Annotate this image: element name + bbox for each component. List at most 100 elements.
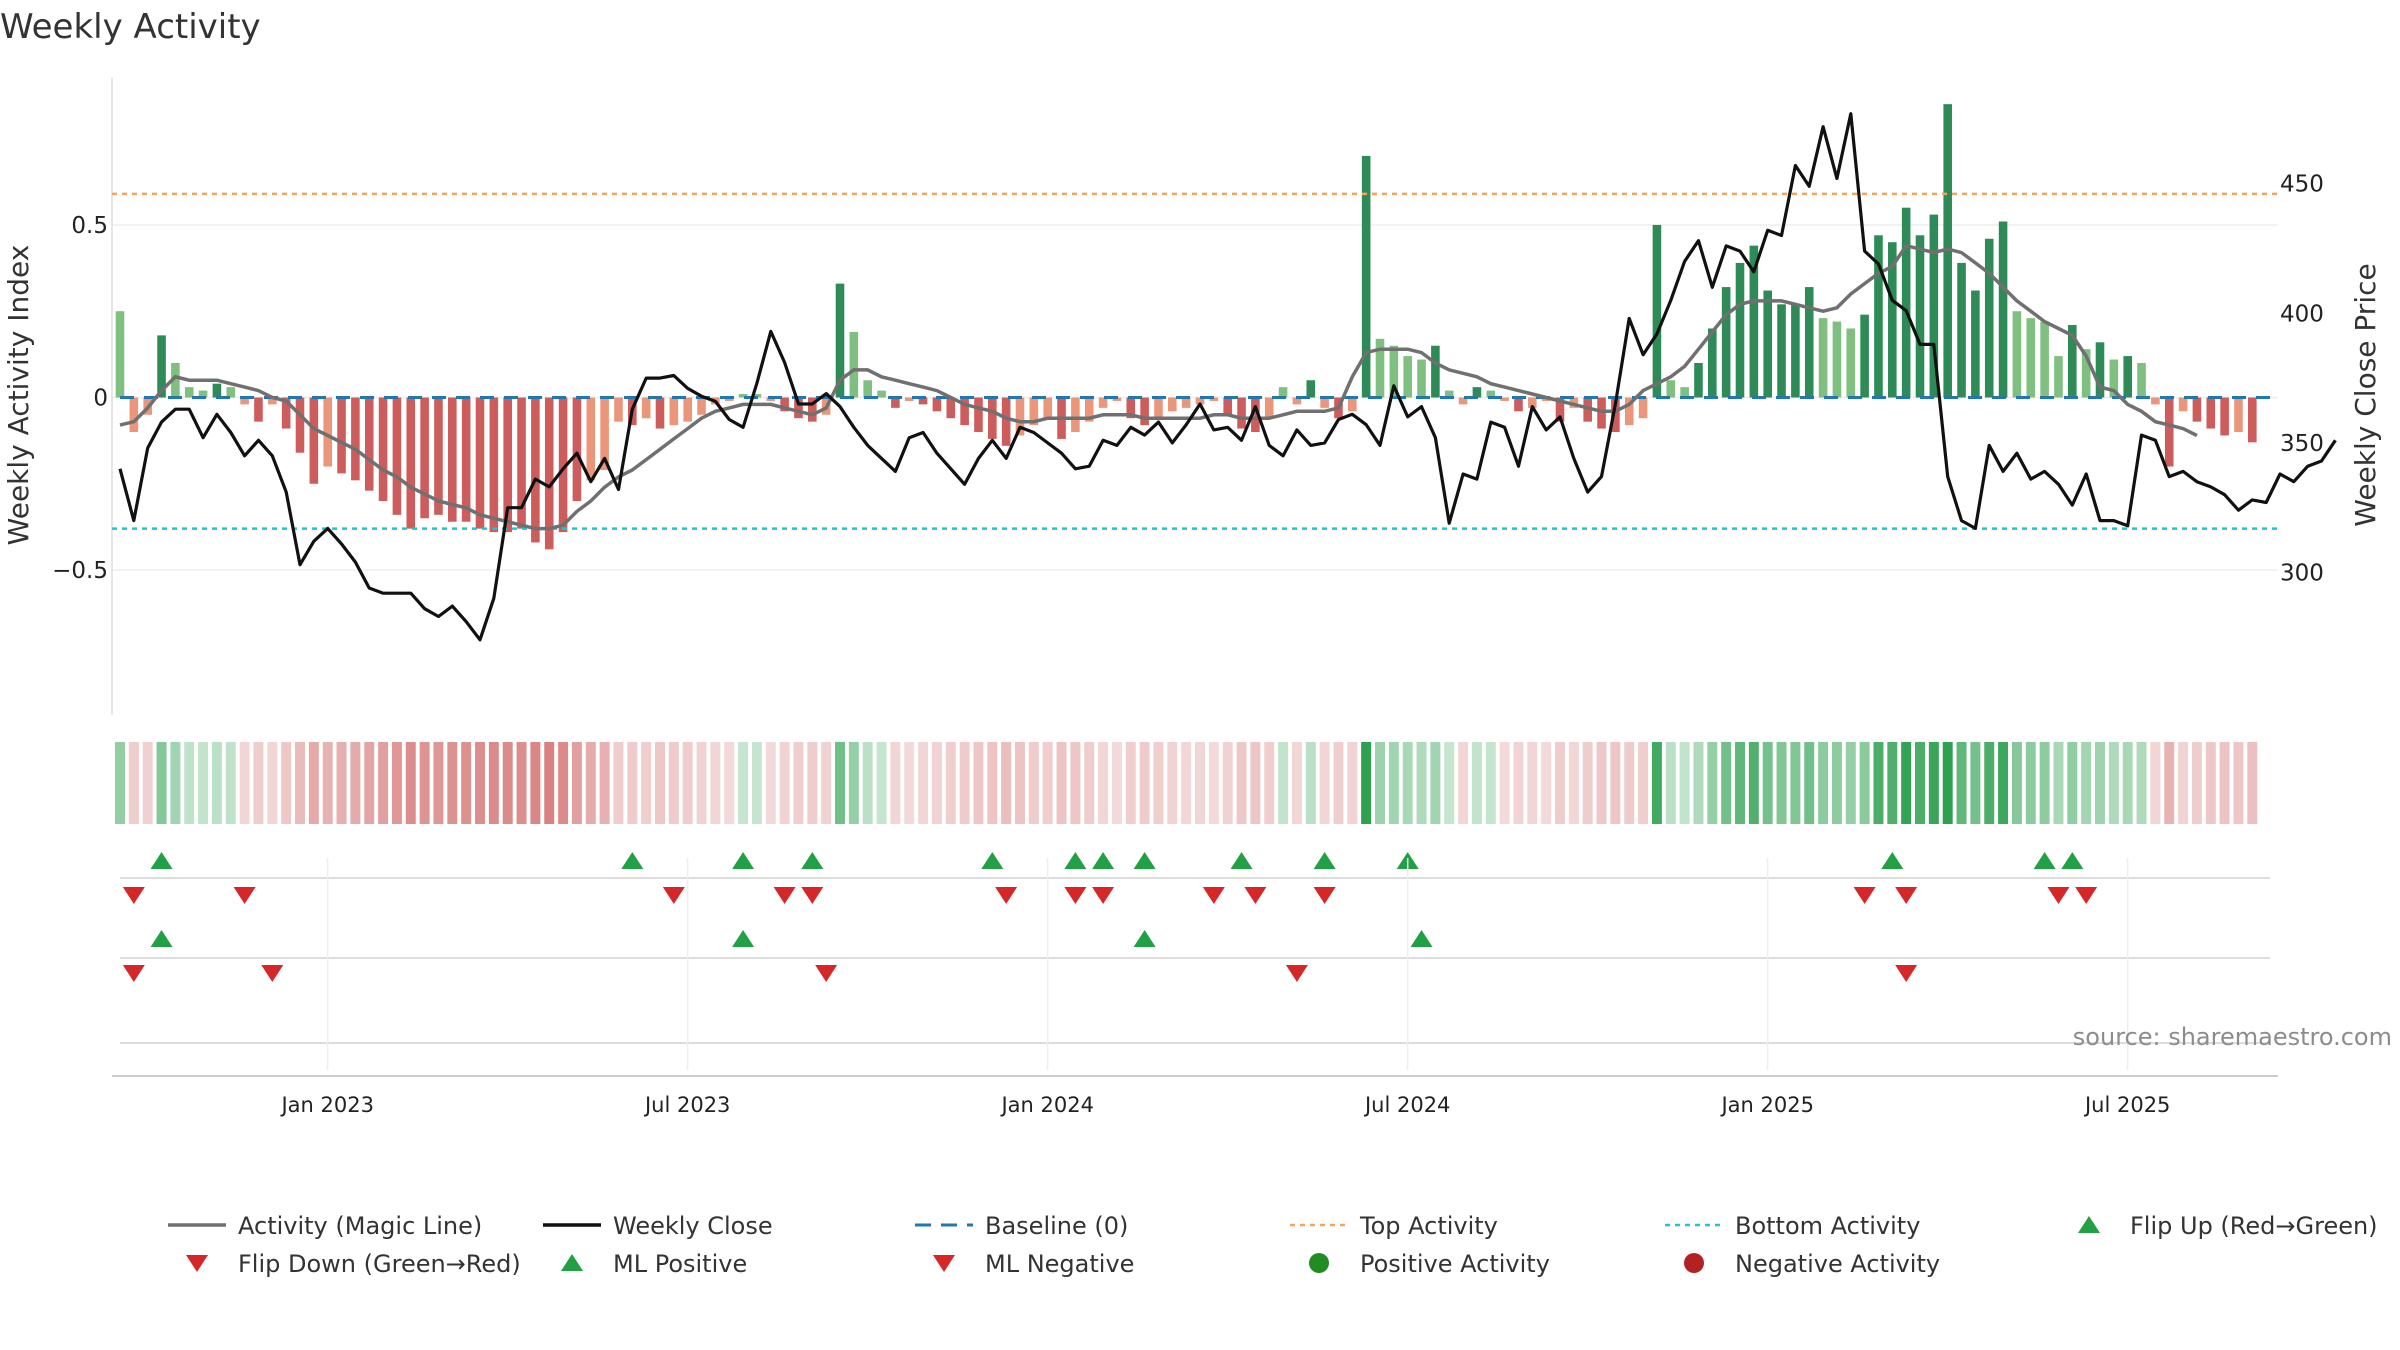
- heat-cell: [2011, 742, 2022, 824]
- heat-cell: [1001, 742, 1012, 824]
- activity-bar: [226, 387, 236, 398]
- activity-bar: [157, 335, 166, 398]
- flip-down-marker: [1313, 887, 1336, 904]
- activity-bar: [1251, 397, 1260, 433]
- activity-bar: [489, 397, 499, 533]
- flip-up-marker: [801, 852, 824, 869]
- activity-bar: [2095, 342, 2105, 398]
- heat-cell: [779, 742, 790, 824]
- activity-bar: [1278, 387, 1288, 398]
- heat-cell: [1098, 742, 1109, 824]
- heat-cell: [1776, 742, 1787, 824]
- activity-bar: [1888, 242, 1897, 398]
- heat-cell: [599, 742, 610, 824]
- legend-label: ML Negative: [985, 1250, 1134, 1278]
- flip-up-marker: [1313, 852, 1336, 869]
- weekly-close-line: [118, 112, 2337, 642]
- ml-positive-marker: [1410, 930, 1433, 947]
- flip-down-marker: [2047, 887, 2070, 904]
- flip-down-marker: [1092, 887, 1115, 904]
- heat-cell: [1721, 742, 1732, 824]
- heat-cell: [1582, 742, 1593, 824]
- heat-cell: [945, 742, 956, 824]
- activity-bar: [392, 397, 402, 515]
- activity-bar: [1791, 304, 1800, 398]
- activity-bar: [1140, 397, 1149, 426]
- activity-bar: [1694, 362, 1703, 398]
- activity-bar: [1929, 214, 1939, 398]
- activity-bar: [1486, 390, 1496, 398]
- activity-bar: [531, 397, 540, 543]
- activity-bar: [738, 394, 748, 398]
- heat-cell: [1042, 742, 1053, 824]
- activity-bar: [2192, 397, 2202, 422]
- activity-bar: [323, 397, 332, 467]
- heat-cell: [1305, 742, 1316, 824]
- activity-bar: [1860, 314, 1869, 398]
- legend-swatch-pos_dot: [1309, 1253, 1329, 1273]
- heat-cell: [1139, 742, 1150, 824]
- heat-cell: [1430, 742, 1441, 824]
- heat-cell: [835, 742, 845, 824]
- heat-cell: [1513, 742, 1524, 824]
- activity-bar: [475, 397, 485, 529]
- legend-label: Baseline (0): [985, 1212, 1128, 1240]
- heat-cell: [211, 742, 222, 824]
- heat-cell: [1015, 742, 1025, 824]
- activity-bar: [337, 397, 346, 474]
- activity-bar: [849, 331, 859, 398]
- heat-cell: [2067, 742, 2078, 824]
- heat-cell: [1333, 742, 1344, 824]
- flip-down-marker: [995, 887, 1018, 904]
- activity-bar: [1638, 397, 1648, 419]
- activity-bar: [2040, 321, 2049, 398]
- activity-bar: [434, 397, 443, 515]
- heat-cell: [1845, 742, 1856, 824]
- x-tick-label: Jan 2025: [1719, 1093, 1814, 1117]
- activity-bar: [1292, 397, 1302, 405]
- heat-cell: [627, 742, 638, 824]
- heat-cell: [987, 742, 998, 824]
- activity-bar: [1804, 287, 1814, 398]
- x-tick-label: Jul 2025: [2083, 1093, 2170, 1117]
- heat-cell: [1748, 742, 1759, 824]
- left-tick-label: 0: [93, 386, 108, 412]
- heat-cell: [1679, 742, 1690, 824]
- activity-bar: [724, 397, 734, 401]
- heat-cell: [1416, 742, 1427, 824]
- activity-bar: [1721, 287, 1731, 398]
- activity-bar: [240, 397, 249, 405]
- activity-bar: [1624, 397, 1634, 426]
- activity-bar: [2220, 397, 2229, 436]
- flip-down-marker: [1853, 887, 1876, 904]
- heat-cell: [2191, 742, 2202, 824]
- activity-bar: [1680, 387, 1689, 398]
- heat-cell: [1125, 742, 1136, 824]
- heat-cell: [793, 742, 804, 824]
- activity-bar: [2234, 397, 2243, 433]
- activity-bar: [1500, 397, 1509, 401]
- x-tick-label: Jul 2024: [1363, 1093, 1450, 1117]
- heat-cell: [890, 742, 901, 824]
- heat-cell: [1887, 742, 1898, 824]
- heat-cell: [364, 742, 375, 824]
- heat-cell: [1485, 742, 1496, 824]
- heat-cell: [1735, 742, 1745, 824]
- activity-bar: [1763, 290, 1772, 398]
- activity-bar: [891, 397, 900, 408]
- heat-cell: [1790, 742, 1801, 824]
- activity-bar: [1417, 359, 1426, 398]
- heat-cell: [696, 742, 707, 824]
- activity-bar: [586, 397, 596, 481]
- flip-down-marker: [2075, 887, 2098, 904]
- activity-bar: [1708, 328, 1717, 398]
- activity-bar: [1971, 290, 1980, 398]
- heat-cell: [585, 742, 596, 824]
- legend-swatch-tri-down: [933, 1255, 955, 1272]
- ml-positive-marker: [150, 930, 173, 947]
- activity-bar: [1043, 397, 1052, 419]
- activity-bar: [1375, 338, 1385, 398]
- heat-cell: [2053, 742, 2064, 824]
- heat-cell: [1291, 742, 1302, 824]
